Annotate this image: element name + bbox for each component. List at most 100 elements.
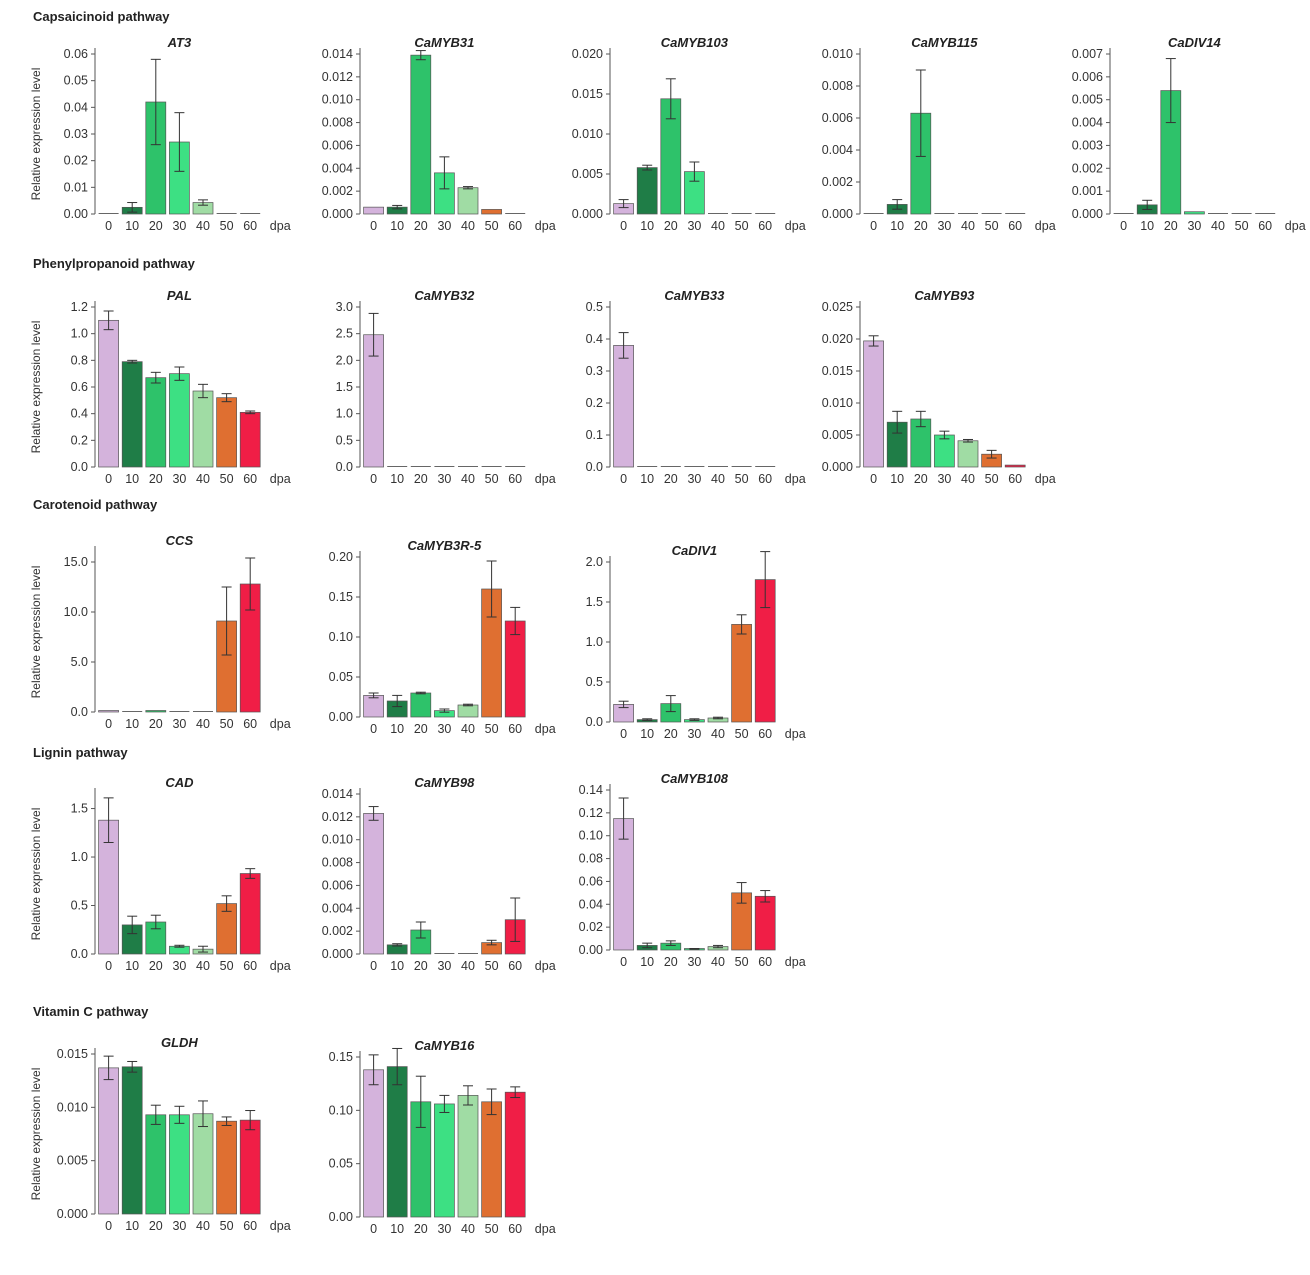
bar-0-dpa — [863, 340, 884, 468]
chart-panel: CAD Relative expression level 0.0 0.5 1.0 1.5… — [25, 772, 291, 1012]
x-tick-label: 40 — [711, 472, 725, 486]
chart-title: CaMYB16 — [414, 1038, 475, 1053]
y-tick-label: 0.5 — [586, 300, 603, 314]
y-tick-label: 0.0 — [71, 947, 88, 961]
x-tick-label: 60 — [243, 717, 257, 731]
bar-40-dpa — [457, 704, 479, 718]
x-unit-label: dpa — [270, 1219, 291, 1233]
x-tick-label: 10 — [390, 1222, 404, 1236]
x-tick-label: 40 — [711, 727, 725, 741]
bar-chart-svg: CAD Relative expression level 0.0 0.5 1.0 1.5… — [29, 775, 291, 973]
y-tick-label: 2.0 — [336, 353, 353, 367]
y-tick-label: 0.010 — [57, 1100, 88, 1114]
chart-panel: AT3 Relative expression level 0.00 0.01 0.02… — [25, 32, 291, 272]
y-tick-label: 0.10 — [579, 829, 603, 843]
y-tick-label: 0.05 — [64, 74, 88, 88]
y-tick-label: 0.5 — [71, 899, 88, 913]
y-tick-label: 1.0 — [336, 407, 353, 421]
pathway-title-lignin: Lignin pathway — [33, 745, 128, 760]
chart-title: AT3 — [167, 35, 192, 50]
x-tick-label: 50 — [485, 1222, 499, 1236]
x-tick-label: 40 — [461, 722, 475, 736]
x-tick-label: 0 — [105, 472, 112, 486]
x-tick-label: 0 — [105, 219, 112, 233]
y-tick-label: 0.015 — [572, 87, 603, 101]
y-tick-label: 0.03 — [64, 127, 88, 141]
x-tick-label: 50 — [1235, 219, 1249, 233]
y-tick-label: 0.002 — [1072, 161, 1103, 175]
y-tick-label: 0.006 — [1072, 70, 1103, 84]
y-tick-label: 0.008 — [322, 116, 353, 130]
bar-60-dpa — [504, 1091, 526, 1218]
y-tick-label: 0.015 — [57, 1047, 88, 1061]
y-tick-label: 0.000 — [572, 207, 603, 221]
bar-40-dpa — [192, 1113, 214, 1215]
y-tick-label: 0.010 — [572, 127, 603, 141]
y-tick-label: 0.004 — [322, 161, 353, 175]
y-tick-label: 0.005 — [572, 167, 603, 181]
bar-60-dpa — [504, 620, 526, 718]
x-tick-label: 30 — [437, 1222, 451, 1236]
x-tick-label: 40 — [461, 1222, 475, 1236]
y-tick-label: 0.000 — [822, 207, 853, 221]
x-tick-label: 40 — [711, 955, 725, 969]
bar-chart-svg: CaMYB93 0.000 0.005 0.010 0.015 0.020 0.025 0 10… — [822, 288, 1056, 486]
y-tick-label: 0.014 — [322, 787, 353, 801]
y-tick-label: 0.00 — [579, 943, 603, 957]
bar-30-dpa — [169, 373, 190, 468]
chart-title: CaMYB115 — [911, 35, 978, 50]
x-tick-label: 20 — [149, 1219, 163, 1233]
bar-40-dpa — [957, 440, 979, 468]
x-tick-label: 50 — [485, 722, 499, 736]
y-tick-label: 0.02 — [579, 920, 603, 934]
x-tick-label: 50 — [735, 955, 749, 969]
y-tick-label: 0.0 — [71, 460, 88, 474]
x-tick-label: 0 — [370, 472, 377, 486]
x-tick-label: 60 — [508, 1222, 522, 1236]
x-tick-label: 60 — [1008, 472, 1022, 486]
bar-chart-svg: CaMYB98 0.000 0.002 0.004 0.006 0.008 0.010 0.0… — [322, 775, 556, 973]
x-tick-label: 40 — [461, 219, 475, 233]
x-tick-label: 60 — [508, 722, 522, 736]
x-tick-label: 0 — [370, 722, 377, 736]
x-tick-label: 0 — [870, 472, 877, 486]
y-tick-label: 0.2 — [71, 433, 88, 447]
bar-0-dpa — [363, 206, 384, 215]
y-tick-label: 0.5 — [586, 675, 603, 689]
y-tick-label: 0.6 — [71, 380, 88, 394]
x-tick-label: 30 — [437, 959, 451, 973]
y-tick-label: 10.0 — [64, 605, 88, 619]
x-tick-label: 0 — [370, 959, 377, 973]
x-unit-label: dpa — [785, 472, 806, 486]
bar-0-dpa — [363, 813, 384, 955]
bar-chart-svg: CaMYB115 0.000 0.002 0.004 0.006 0.008 0.010 0 1… — [822, 35, 1056, 233]
bar-40-dpa — [457, 1095, 479, 1218]
x-tick-label: 10 — [125, 219, 139, 233]
bar-20-dpa — [410, 54, 432, 215]
chart-title: PAL — [167, 288, 192, 303]
x-tick-label: 30 — [687, 727, 701, 741]
x-unit-label: dpa — [535, 1222, 556, 1236]
bar-0-dpa — [98, 710, 119, 713]
bar-60-dpa — [239, 411, 261, 468]
chart-panel: CaMYB32 0.0 0.5 1.0 1.5 2.0 2.5 3.0 0 10 20 30 40 50 6… — [290, 285, 556, 525]
x-unit-label: dpa — [270, 717, 291, 731]
chart-title: CaMYB31 — [414, 35, 474, 50]
y-tick-label: 0.05 — [329, 670, 353, 684]
y-tick-label: 0.006 — [322, 878, 353, 892]
chart-panel: CaDIV1 0.0 0.5 1.0 1.5 2.0 0 10 20 30 40 50 60 dpa — [540, 540, 806, 780]
bar-60-dpa — [754, 895, 776, 951]
y-tick-label: 0.04 — [579, 897, 603, 911]
chart-panel: CaMYB98 0.000 0.002 0.004 0.006 0.008 0.010 0.0… — [290, 772, 556, 1012]
x-tick-label: 20 — [149, 717, 163, 731]
pathway-title-capsaicinoid: Capsaicinoid pathway — [33, 9, 170, 24]
chart-panel: CaMYB16 0.00 0.05 0.10 0.15 0 10 20 30 40 50 60 dpa — [290, 1035, 556, 1275]
bar-30-dpa — [1184, 211, 1205, 215]
x-tick-label: 50 — [485, 472, 499, 486]
x-tick-label: 10 — [640, 219, 654, 233]
x-tick-label: 40 — [196, 717, 210, 731]
x-tick-label: 50 — [735, 472, 749, 486]
y-tick-label: 0.006 — [822, 111, 853, 125]
chart-title: CaDIV14 — [1168, 35, 1222, 50]
y-tick-label: 0.012 — [322, 810, 353, 824]
